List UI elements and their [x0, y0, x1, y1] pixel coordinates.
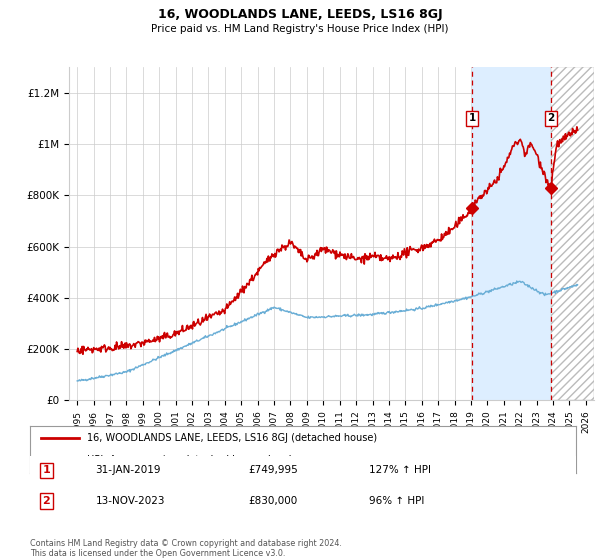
Text: Contains HM Land Registry data © Crown copyright and database right 2024.
This d: Contains HM Land Registry data © Crown c… — [30, 539, 342, 558]
Text: £749,995: £749,995 — [248, 465, 298, 475]
Text: HPI: Average price, detached house, Leeds: HPI: Average price, detached house, Leed… — [88, 455, 297, 465]
Text: 96% ↑ HPI: 96% ↑ HPI — [368, 496, 424, 506]
Text: 127% ↑ HPI: 127% ↑ HPI — [368, 465, 431, 475]
Text: 1: 1 — [469, 114, 476, 123]
Text: 2: 2 — [43, 496, 50, 506]
Text: Price paid vs. HM Land Registry's House Price Index (HPI): Price paid vs. HM Land Registry's House … — [151, 24, 449, 34]
Text: 13-NOV-2023: 13-NOV-2023 — [95, 496, 165, 506]
Bar — [472, 67, 551, 400]
Text: 1: 1 — [43, 465, 50, 475]
Text: 16, WOODLANDS LANE, LEEDS, LS16 8GJ (detached house): 16, WOODLANDS LANE, LEEDS, LS16 8GJ (det… — [88, 433, 377, 444]
Text: 31-JAN-2019: 31-JAN-2019 — [95, 465, 161, 475]
Text: 2: 2 — [547, 114, 554, 123]
Text: 16, WOODLANDS LANE, LEEDS, LS16 8GJ: 16, WOODLANDS LANE, LEEDS, LS16 8GJ — [158, 8, 442, 21]
Bar — [551, 67, 594, 400]
Bar — [551, 67, 594, 400]
Text: £830,000: £830,000 — [248, 496, 298, 506]
